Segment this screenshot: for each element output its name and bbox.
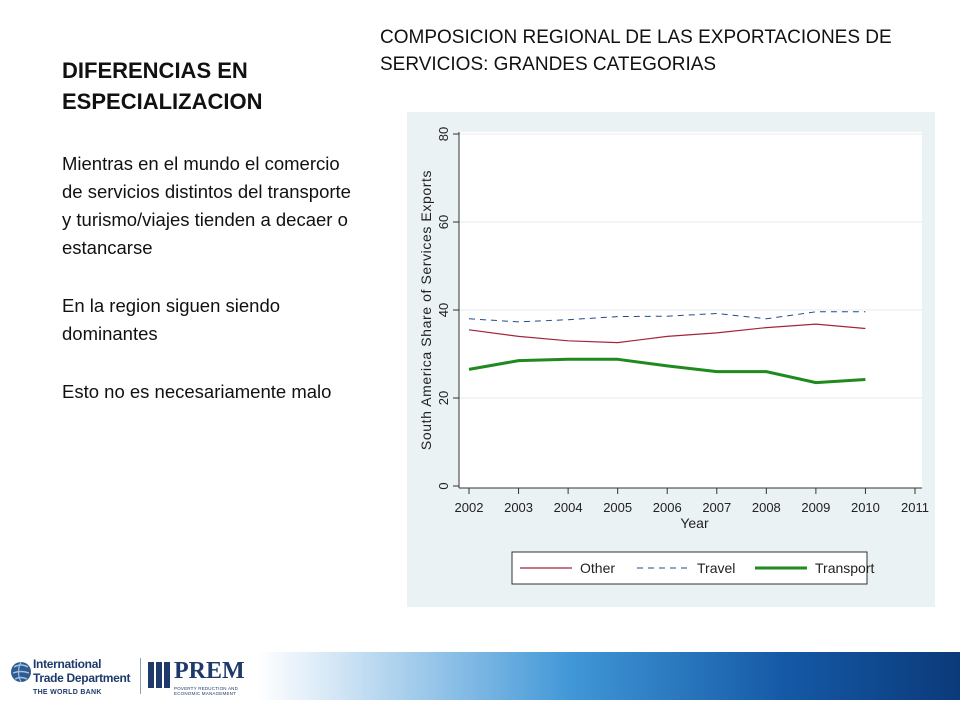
bullet-text: Mientras en el mundo el comercio de serv… <box>62 153 351 258</box>
x-tick-label: 2007 <box>702 500 731 515</box>
y-tick-label: 0 <box>436 482 451 489</box>
logo-divider <box>140 658 141 694</box>
x-tick-label: 2009 <box>801 500 830 515</box>
world-bank-label: THE WORLD BANK <box>33 689 102 696</box>
footer-logos: International Trade Department THE WORLD… <box>0 652 258 700</box>
x-tick-label: 2005 <box>603 500 632 515</box>
x-tick-label: 2004 <box>554 500 583 515</box>
slide-title: DIFERENCIAS EN ESPECIALIZACION <box>62 58 263 114</box>
footer-gradient-band <box>258 652 960 700</box>
x-tick-label: 2010 <box>851 500 880 515</box>
legend-label: Other <box>580 560 615 576</box>
logo-text: Trade Department <box>33 671 131 685</box>
prem-logo-text: PREM <box>174 658 245 684</box>
line-chart: 0 20 40 60 80 2002 2003 2004 2005 2006 2007 2008 200… <box>418 127 929 585</box>
bullet-text: En la region siguen siendo dominantes <box>62 295 281 344</box>
y-axis-title: South America Share of Services Exports <box>418 170 434 450</box>
x-tick-label: 2006 <box>653 500 682 515</box>
y-tick-label: 20 <box>436 391 451 405</box>
series-line-travel <box>468 311 866 323</box>
bullet-text: Esto no es necesariamente malo <box>62 381 332 402</box>
prem-logo-mark <box>148 662 170 688</box>
prem-subtitle: POVERTY REDUCTION AND ECONOMIC MANAGEMEN… <box>174 686 239 696</box>
logo-text: International <box>33 657 102 671</box>
bullet-list: Mientras en el mundo el comercio de serv… <box>62 150 362 436</box>
x-tick-label: 2011 <box>901 500 929 515</box>
x-tick-label: 2008 <box>752 500 781 515</box>
legend-label: Transport <box>815 560 875 576</box>
y-tick-label: 40 <box>436 303 451 317</box>
chart-heading: COMPOSICION REGIONAL DE LAS EXPORTACIONE… <box>380 27 892 75</box>
legend-label: Travel <box>697 560 735 576</box>
x-tick-label: 2002 <box>455 500 484 515</box>
x-tick-label: 2003 <box>504 500 533 515</box>
globe-icon <box>11 661 31 683</box>
chart-panel: 0 20 40 60 80 2002 2003 2004 2005 2006 2007 2008 200… <box>407 112 935 607</box>
y-tick-label: 80 <box>436 127 451 141</box>
series-line-other <box>468 323 866 344</box>
x-axis-title: Year <box>680 515 709 531</box>
series-line-transport <box>468 357 866 385</box>
y-tick-label: 60 <box>436 215 451 229</box>
